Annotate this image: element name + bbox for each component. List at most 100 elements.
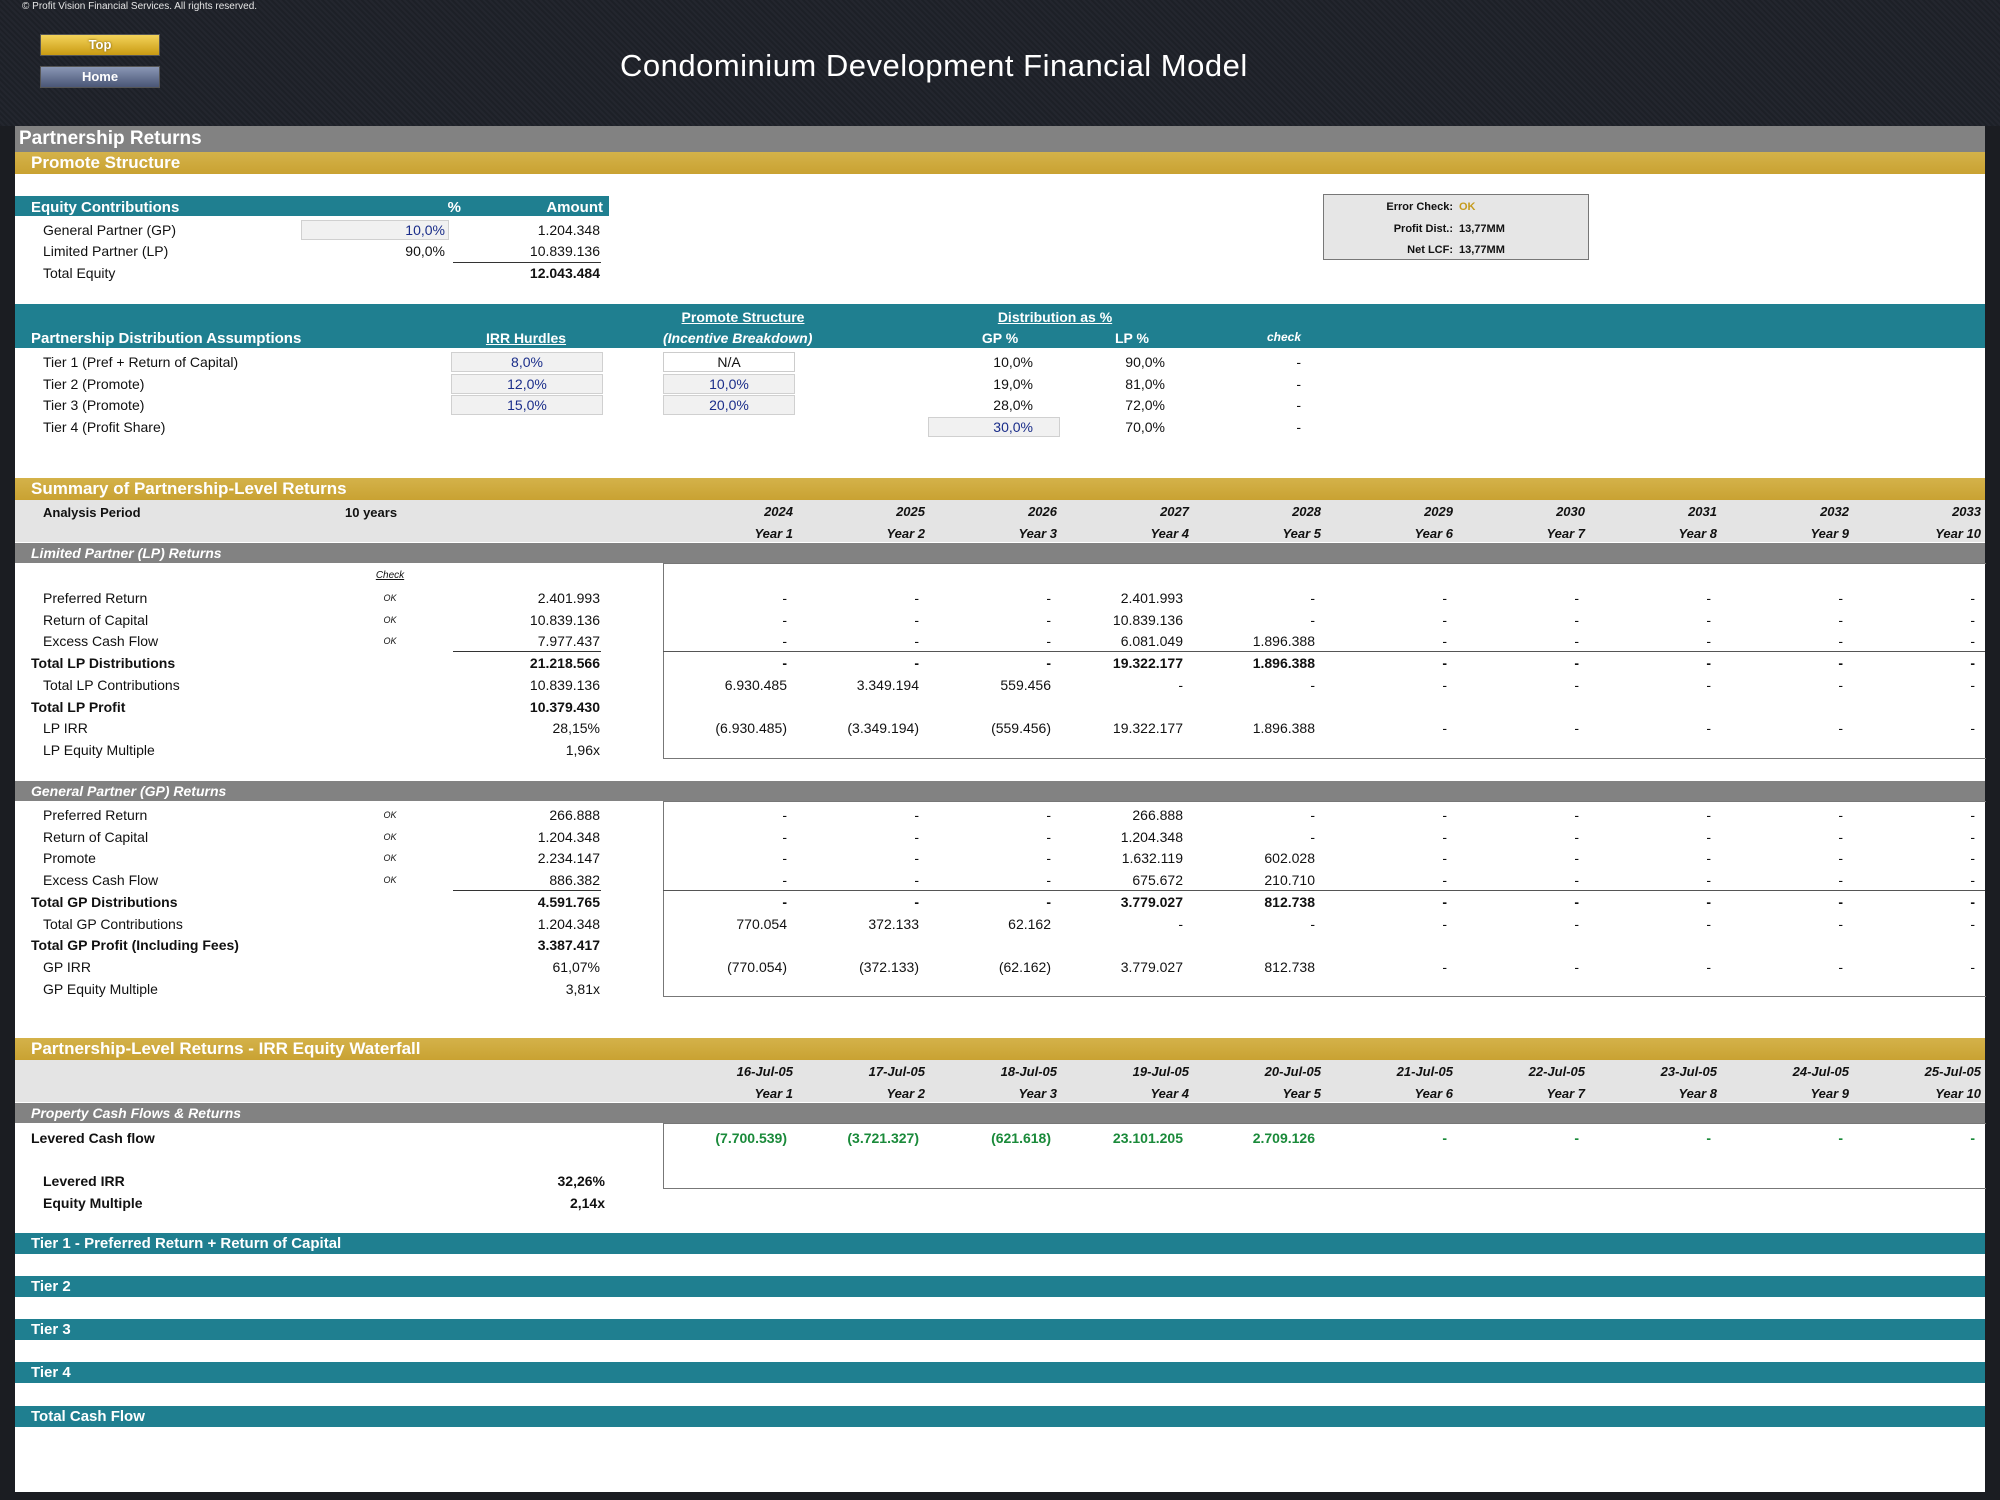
gp-row-check: OK: [383, 853, 397, 864]
levered-cash-flow-label: Levered Cash flow: [31, 1130, 155, 1146]
gp-row-total: 3.387.417: [537, 937, 600, 954]
gp-row-value: -: [1442, 828, 1447, 845]
error-check-box: [1323, 194, 1589, 260]
gp-row-value: -: [1574, 893, 1579, 910]
analysis-period-value: 10 years: [345, 505, 398, 520]
gp-row-value: -: [1970, 915, 1975, 932]
year-header: 2024: [764, 504, 793, 519]
gp-row-value: -: [1706, 850, 1711, 867]
gp-row-value: 602.028: [1264, 850, 1315, 867]
lp-row-total: 10.839.136: [529, 676, 600, 693]
equity-gp-pct: 10,0%: [405, 222, 445, 238]
net-lcf-value: 13,77MM: [1459, 244, 1505, 256]
gp-row-value: -: [1574, 850, 1579, 867]
irr-hurdle-input[interactable]: [451, 395, 603, 415]
top-button[interactable]: Top: [40, 34, 160, 56]
gp-pct-value: 10,0%: [993, 354, 1033, 370]
irr-hurdle-input[interactable]: [451, 373, 603, 394]
levered-irr-value: 32,26%: [557, 1173, 605, 1189]
gp-row-value: (372.133): [859, 958, 919, 975]
levered-cash-flow-value: 23.101.205: [1112, 1130, 1183, 1146]
summary-period-bar: [15, 500, 1985, 542]
year-header: 2025: [896, 504, 925, 519]
gp-profit-share-input[interactable]: [928, 416, 1060, 437]
lp-row-value: -: [1574, 633, 1579, 650]
gp-row-check: OK: [383, 810, 397, 820]
waterfall-year-label: Year 7: [1546, 1086, 1585, 1101]
profit-dist-value: 13,77MM: [1459, 223, 1505, 235]
gp-row-total: 1.204.348: [537, 915, 600, 932]
page-title: Condominium Development Financial Model: [620, 48, 1248, 83]
gp-row-value: -: [1970, 872, 1975, 889]
incentive-input[interactable]: [663, 373, 795, 394]
lp-values-frame: [663, 563, 1986, 759]
incentive-input[interactable]: [663, 395, 795, 415]
incentive-input[interactable]: [663, 352, 795, 372]
lp-row-value: -: [782, 611, 787, 628]
gp-row-value: -: [1706, 828, 1711, 845]
lp-row-total: 7.977.437: [537, 633, 600, 650]
promote-structure-header: Promote Structure: [681, 309, 805, 325]
year-label: Year 10: [1935, 526, 1981, 541]
distribution-pct-header: Distribution as %: [997, 309, 1113, 325]
year-label: Year 1: [754, 526, 793, 541]
waterfall-year-label: Year 1: [754, 1086, 793, 1101]
gp-row-check: OK: [383, 831, 397, 842]
lp-row-value: -: [1970, 633, 1975, 650]
section-partnership-returns: Partnership Returns: [15, 126, 1985, 152]
gp-row-value: -: [1574, 872, 1579, 889]
gp-row-value: -: [1706, 915, 1711, 932]
gp-row-value: -: [1310, 828, 1315, 845]
gp-row-value: 770.054: [736, 915, 787, 932]
lp-row-value: -: [1310, 590, 1315, 606]
tier-label: Tier 4 (Profit Share): [43, 418, 166, 435]
gp-row-total: 266.888: [549, 807, 600, 823]
incentive-value: 10,0%: [709, 375, 749, 392]
gp-row-value: -: [1046, 828, 1051, 845]
gp-row-label: GP IRR: [43, 958, 91, 975]
waterfall-date: 22-Jul-05: [1528, 1064, 1585, 1079]
lp-values-rule: [663, 651, 1985, 653]
waterfall-year-label: Year 9: [1810, 1086, 1849, 1101]
gp-row-total: 1.204.348: [537, 828, 600, 845]
gp-row-value: -: [1838, 958, 1843, 975]
lp-row-value: -: [1310, 676, 1315, 693]
waterfall-year-label: Year 8: [1678, 1086, 1717, 1101]
property-cash-flows-header: Property Cash Flows & Returns: [15, 1103, 1985, 1123]
gp-row-value: 812.738: [1264, 893, 1315, 910]
gp-row-value: 266.888: [1132, 807, 1183, 823]
waterfall-date: 18-Jul-05: [1000, 1064, 1057, 1079]
gp-pct-header: GP %: [981, 330, 1019, 346]
waterfall-date: 19-Jul-05: [1132, 1064, 1189, 1079]
lp-row-value: -: [1706, 611, 1711, 628]
lp-row-check: OK: [383, 614, 397, 625]
gp-row-value: -: [1442, 893, 1447, 910]
gp-row-value: -: [1706, 893, 1711, 910]
irr-hurdle-value: 15,0%: [507, 397, 547, 413]
year-label: Year 4: [1150, 526, 1189, 541]
gp-row-value: -: [782, 893, 787, 910]
lp-row-value: -: [1706, 720, 1711, 737]
lp-row-value: 6.081.049: [1120, 633, 1183, 650]
gp-values-rule: [663, 890, 1985, 892]
lp-row-value: -: [1046, 633, 1051, 650]
gp-row-value: -: [782, 850, 787, 867]
gp-row-total: 3,81x: [565, 980, 600, 997]
waterfall-date: 24-Jul-05: [1792, 1064, 1849, 1079]
gp-row-value: 1.204.348: [1120, 828, 1183, 845]
gp-row-value: -: [1970, 958, 1975, 975]
tier-label: Tier 1 (Pref + Return of Capital): [43, 354, 239, 370]
waterfall-date: 16-Jul-05: [736, 1064, 793, 1079]
lp-row-value: -: [1838, 633, 1843, 650]
gp-row-value: -: [1046, 807, 1051, 823]
gp-row-value: 372.133: [868, 915, 919, 932]
gp-pct-input[interactable]: [301, 220, 449, 240]
home-button[interactable]: Home: [40, 66, 160, 88]
equity-lp-amount: 10.839.136: [529, 243, 600, 259]
gp-row-value: -: [1442, 872, 1447, 889]
lp-row-value: -: [1970, 655, 1975, 672]
gp-row-value: -: [1310, 807, 1315, 823]
irr-hurdle-input[interactable]: [451, 352, 603, 372]
gp-row-value: -: [1970, 828, 1975, 845]
lp-row-total: 2.401.993: [537, 590, 600, 606]
